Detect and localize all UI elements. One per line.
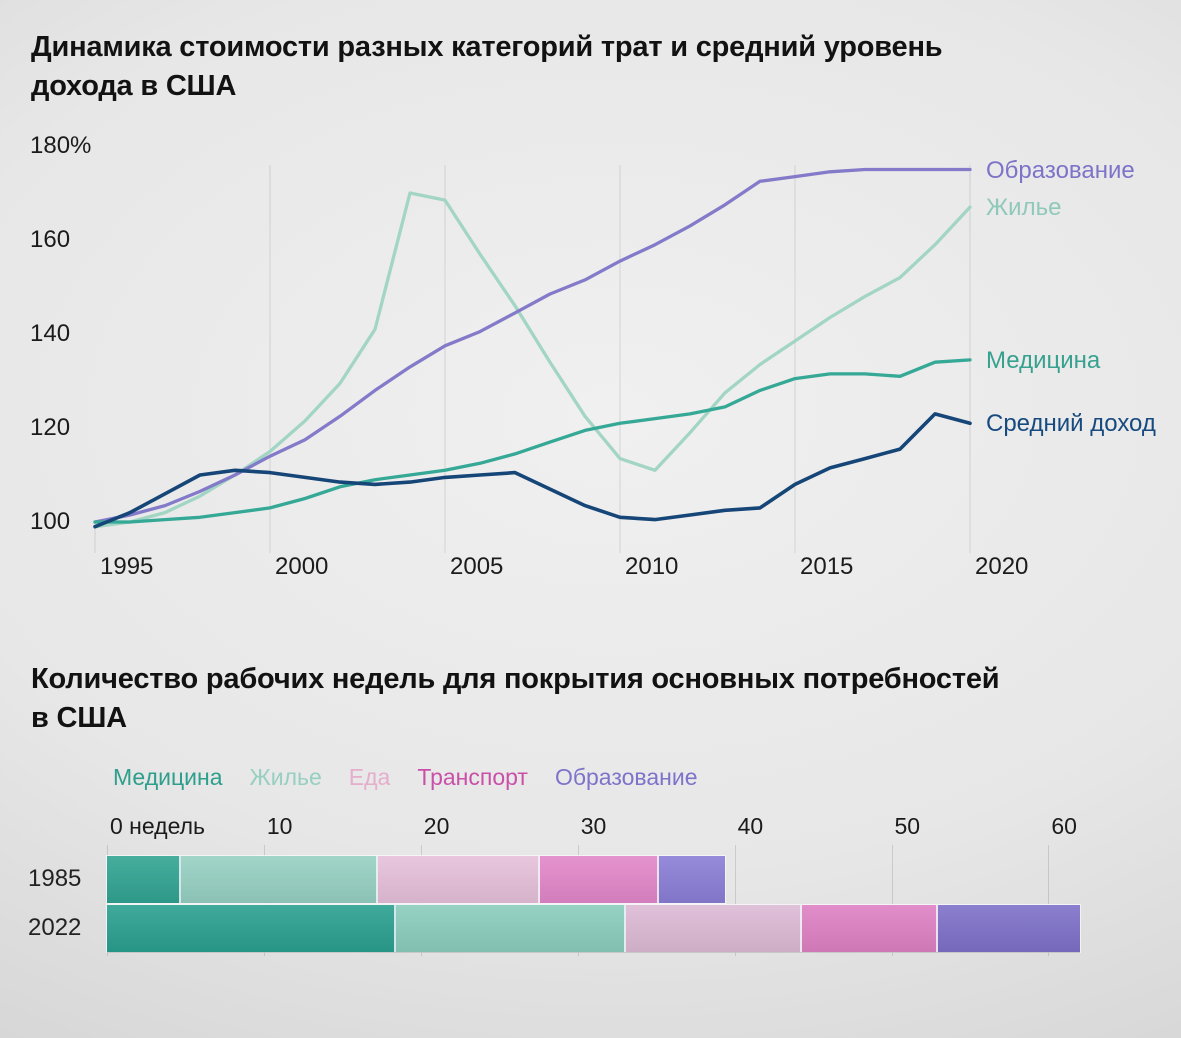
- line-medicine: [93, 358, 972, 524]
- bar-gridline-60: [1048, 845, 1050, 956]
- line-chart-title-line1: Динамика стоимости разных категорий трат…: [31, 31, 943, 63]
- line-chart-title-line2: дохода в США: [31, 70, 237, 102]
- bar-gridline-50: [891, 845, 893, 956]
- y-tick-label: 160: [30, 226, 71, 253]
- x-tick-label: 2015: [800, 553, 854, 580]
- bar-chart-legend: Медицина Жилье Еда Транспорт Образование: [113, 764, 698, 791]
- x-tick-label: 2000: [275, 553, 329, 580]
- legend-item-medicine: Медицина: [113, 764, 223, 790]
- y-tick-label: 100: [30, 508, 71, 535]
- bar-chart-title-line1: Количество рабочих недель для покрытия о…: [31, 663, 1000, 695]
- week-tick-label: 60: [1051, 813, 1077, 839]
- y-tick-label: 120: [30, 414, 71, 441]
- bar-row-2022: [107, 904, 1080, 952]
- week-tick-label: 0 недель: [110, 813, 206, 839]
- legend-label-medicine: Медицина: [986, 346, 1101, 374]
- bar-segment-medicine-1985: [107, 855, 181, 903]
- bar-segment-transport-2022: [801, 904, 939, 952]
- x-tick-label: 1995: [100, 553, 154, 580]
- row-label-1985: 1985: [28, 865, 82, 892]
- line-chart-title: Динамика стоимости разных категорий трат…: [31, 28, 943, 106]
- legend-label-income: Средний доход: [986, 410, 1156, 438]
- bar-gridline-40: [734, 845, 736, 956]
- y-tick-label: 140: [30, 320, 71, 347]
- bar-segment-housing-1985: [180, 855, 379, 903]
- bar-segment-food-2022: [626, 904, 802, 952]
- week-tick-label: 50: [894, 813, 921, 839]
- row-label-2022: 2022: [28, 914, 82, 942]
- legend-item-education: Образование: [554, 764, 698, 790]
- week-tick-label: 20: [423, 813, 450, 839]
- bar-chart-baseline: [107, 952, 1080, 953]
- line-chart-canvas: [93, 165, 972, 553]
- bar-row-1985: [107, 855, 726, 903]
- legend-label-education: Образование: [986, 156, 1135, 184]
- line-housing: [93, 191, 972, 529]
- x-tick-label: 2005: [450, 553, 504, 580]
- bar-segment-housing-2022: [395, 904, 627, 952]
- bar-segment-transport-1985: [539, 855, 660, 903]
- bar-chart-title: Количество рабочих недель для покрытия о…: [31, 660, 1000, 738]
- week-tick-label: 10: [266, 813, 293, 839]
- legend-item-housing: Жилье: [249, 764, 322, 790]
- bar-segment-education-2022: [938, 904, 1080, 952]
- x-tick-label: 2020: [975, 553, 1029, 580]
- bar-segment-food-1985: [378, 855, 540, 903]
- bar-chart-title-line2: в США: [31, 702, 127, 734]
- line-income: [93, 412, 972, 529]
- legend-item-food: Еда: [348, 764, 391, 790]
- y-tick-label: 180%: [30, 132, 92, 159]
- week-tick-label: 30: [580, 813, 607, 839]
- legend-label-housing: Жилье: [986, 194, 1062, 222]
- week-tick-label: 40: [737, 813, 764, 839]
- line-education: [93, 167, 972, 524]
- legend-item-transport: Транспорт: [417, 764, 528, 790]
- bar-segment-medicine-2022: [107, 904, 396, 952]
- x-tick-label: 2010: [625, 553, 679, 580]
- bar-segment-education-1985: [659, 855, 726, 903]
